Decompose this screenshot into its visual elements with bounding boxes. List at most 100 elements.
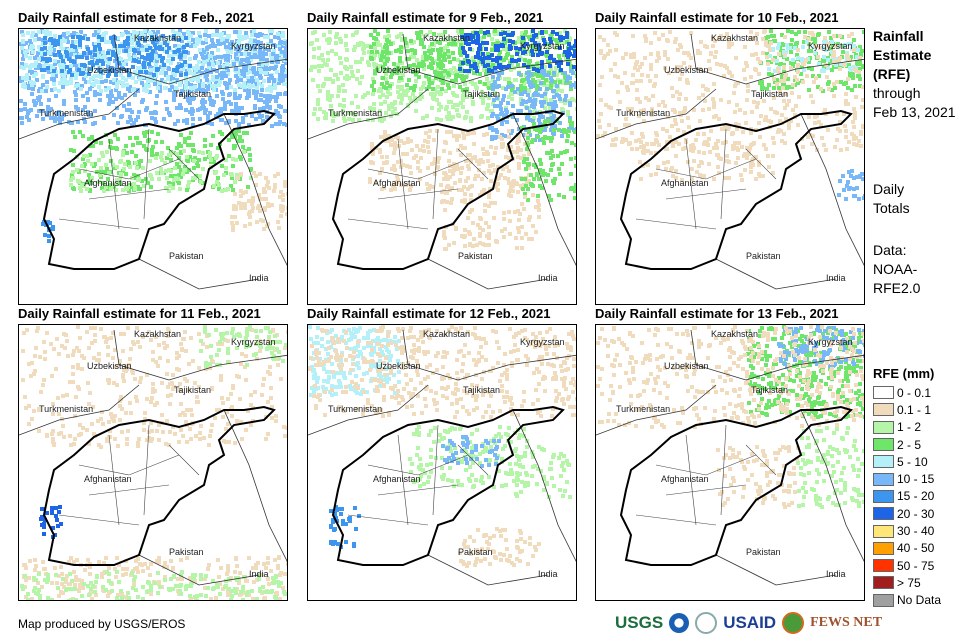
rainfall-cell (453, 181, 457, 185)
rainfall-cell (116, 36, 120, 40)
rainfall-cell (414, 99, 418, 103)
rainfall-cell (795, 41, 799, 45)
rainfall-cell (505, 39, 509, 43)
rainfall-cell (448, 151, 452, 155)
rainfall-cell (467, 69, 471, 73)
rainfall-cell (523, 90, 527, 94)
rainfall-cell (606, 52, 610, 56)
rainfall-cell (76, 35, 80, 39)
rainfall-cell (844, 197, 848, 201)
rainfall-cell (569, 187, 573, 191)
rainfall-cell (463, 51, 467, 55)
rainfall-cell (335, 32, 339, 36)
rainfall-cell (247, 147, 251, 151)
rainfall-cell (229, 184, 233, 188)
rainfall-cell (486, 52, 490, 56)
rainfall-cell (500, 229, 504, 233)
rainfall-cell (152, 78, 156, 82)
rainfall-cell (421, 144, 425, 148)
rainfall-cell (456, 103, 460, 107)
rainfall-cell (151, 49, 155, 53)
rainfall-cell (496, 182, 500, 186)
rainfall-cell (283, 180, 287, 184)
rainfall-cell (566, 62, 570, 66)
rainfall-cell (318, 107, 322, 111)
rainfall-cell (703, 99, 707, 103)
rainfall-cell (508, 47, 512, 51)
rainfall-cell (416, 166, 420, 170)
rainfall-cell (849, 55, 853, 59)
rainfall-cell (221, 97, 225, 101)
rainfall-cell (46, 105, 50, 109)
rainfall-cell (852, 107, 856, 111)
rainfall-cell (551, 106, 555, 110)
rainfall-cell (197, 158, 201, 162)
rainfall-cell (576, 42, 577, 46)
rainfall-cell (852, 38, 856, 42)
rainfall-cell (142, 65, 146, 69)
rainfall-cell (389, 75, 393, 79)
rainfall-cell (767, 44, 771, 48)
rainfall-cell (184, 36, 188, 40)
rainfall-cell (42, 64, 46, 68)
rainfall-cell (400, 38, 404, 42)
rainfall-cell (445, 191, 449, 195)
rainfall-cell (20, 30, 24, 34)
rainfall-cell (528, 118, 532, 122)
rainfall-cell (722, 74, 726, 78)
rainfall-cell (177, 165, 181, 169)
rainfall-cell (476, 35, 480, 39)
rainfall-cell (237, 123, 241, 127)
rainfall-cell (80, 84, 84, 88)
rainfall-cell (824, 148, 828, 152)
rainfall-cell (737, 123, 741, 127)
rainfall-cell (804, 58, 808, 62)
rainfall-cell (437, 64, 441, 68)
rainfall-cell (169, 75, 173, 79)
rainfall-cell (216, 146, 220, 150)
rainfall-cell (553, 80, 557, 84)
rainfall-cell (153, 110, 157, 114)
rainfall-cell (249, 168, 253, 172)
rainfall-cell (66, 40, 70, 44)
rainfall-cell (130, 123, 134, 127)
rainfall-cell (502, 217, 506, 221)
rainfall-cell (635, 60, 639, 64)
rainfall-cell (117, 95, 121, 99)
rainfall-cell (549, 98, 553, 102)
rainfall-cell (341, 109, 345, 113)
rainfall-cell (740, 145, 744, 149)
rainfall-cell (45, 85, 49, 89)
rainfall-cell (773, 69, 777, 73)
rainfall-cell (146, 79, 150, 83)
rainfall-cell (182, 45, 186, 49)
rainfall-cell (842, 188, 846, 192)
rainfall-cell (255, 71, 259, 75)
rainfall-cell (397, 34, 401, 38)
rainfall-cell (277, 104, 281, 108)
rainfall-cell (684, 97, 688, 101)
rainfall-cell (514, 59, 518, 63)
rainfall-cell (171, 29, 175, 33)
rainfall-cell (185, 95, 189, 99)
rainfall-cell (854, 95, 858, 99)
rainfall-cell (750, 110, 754, 114)
rainfall-cell (508, 39, 512, 43)
rainfall-cell (458, 47, 462, 51)
rainfall-cell (237, 129, 241, 133)
rainfall-cell (116, 121, 120, 125)
rainfall-cell (837, 193, 841, 197)
rainfall-cell (485, 41, 489, 45)
rainfall-cell (330, 49, 334, 53)
rainfall-cell (80, 63, 84, 67)
rainfall-cell (273, 35, 277, 39)
rainfall-cell (27, 118, 31, 122)
rainfall-cell (323, 116, 327, 120)
rainfall-cell (136, 185, 140, 189)
rainfall-cell (92, 83, 96, 87)
rainfall-cell (42, 30, 46, 34)
rainfall-map-panel: Kazakhstan Kyrgyzstan Uzbekistan Tajikistan… (595, 28, 865, 305)
rainfall-cell (576, 87, 577, 91)
rainfall-cell (239, 172, 243, 176)
rainfall-cell (210, 122, 214, 126)
